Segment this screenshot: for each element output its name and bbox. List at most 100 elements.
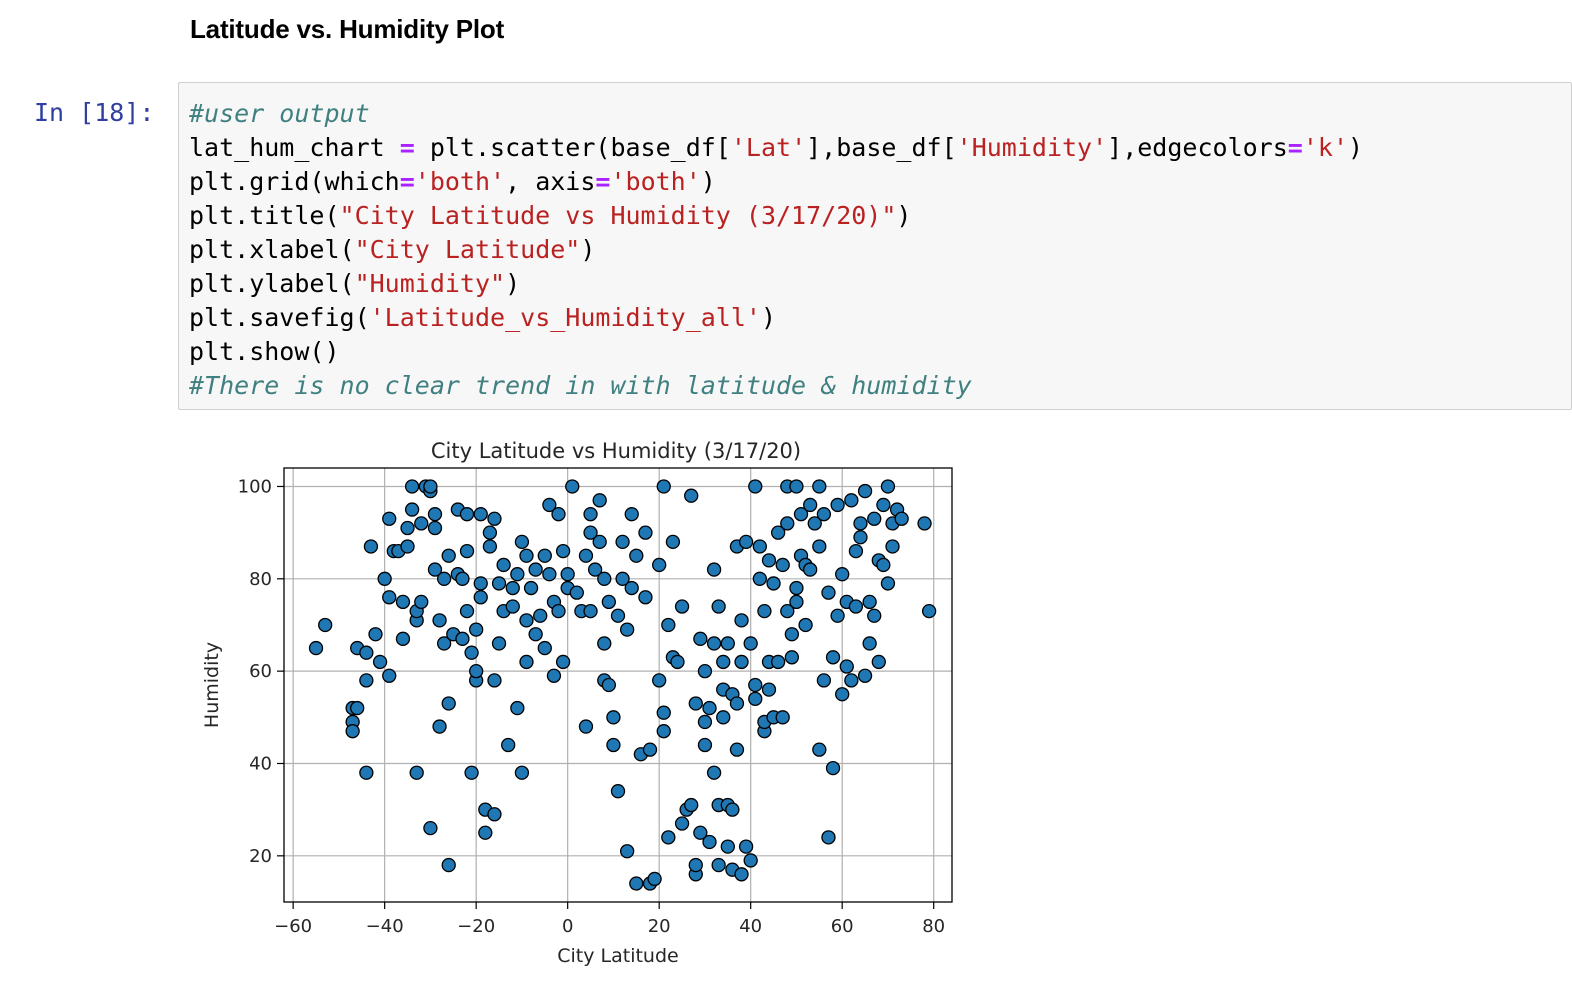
scatter-point [743,636,758,651]
scatter-point [592,534,607,550]
code-cell[interactable]: #user output lat_hum_chart = plt.scatter(… [178,82,1572,410]
scatter-point [455,571,470,586]
scatter-point [427,507,443,522]
code-token: "City Latitude vs Humidity (3/17/20)" [339,201,897,230]
scatter-point [432,719,447,734]
code-token: plt.grid(which [189,167,400,196]
scatter-point [812,539,827,554]
scatter-point [857,668,873,683]
scatter-point [738,534,754,550]
scatter-point [661,617,676,633]
scatter-point [359,765,374,780]
code-token: ) [700,167,716,196]
scatter-point [835,567,850,582]
scatter-point [752,539,767,554]
code-token: #user output [189,99,370,128]
scatter-point [578,719,594,734]
scatter-point [587,562,603,577]
scatter-point [624,507,639,522]
code-token: ) [760,303,777,332]
code-token: ) [580,235,596,264]
scatter-point [716,710,731,725]
y-tick-label: 40 [249,753,272,774]
scatter-point [748,677,763,693]
scatter-point [368,627,383,642]
scatter-point [601,594,616,610]
code-token: plt.ylabel( [189,269,355,298]
scatter-point [789,479,804,494]
scatter-point [505,599,520,614]
code-token: plt.scatter(base_df[ [414,133,731,162]
scatter-point [542,497,557,513]
scatter-point [523,580,539,596]
scatter-point [766,576,781,591]
code-token: 'Humidity' [956,133,1108,162]
scatter-point [702,700,717,716]
scatter-point [670,654,685,670]
scatter-point [743,853,758,868]
scatter-point [359,645,374,660]
code-token: = [1287,133,1303,162]
scatter-point [482,539,498,554]
code-line: #user output [189,97,1363,131]
code-editor[interactable]: #user output lat_hum_chart = plt.scatter(… [189,97,1363,403]
code-token: plt.show() [189,337,340,366]
scatter-point [487,807,502,822]
scatter-point [656,724,671,739]
x-tick-label: 60 [831,916,854,937]
scatter-point [610,608,626,623]
scatter-point [784,650,800,665]
scatter-point [693,825,708,840]
code-token: 'k' [1302,133,1348,162]
scatter-point [738,839,754,854]
scatter-point [409,765,424,780]
scatter-point [436,571,452,586]
scatter-point [537,548,552,563]
scatter-point [789,580,804,596]
scatter-point [491,636,507,651]
scatter-point [436,636,452,651]
scatter-point [359,673,374,688]
scatter-point [583,507,598,522]
code-token: plt.title( [189,201,340,230]
scatter-point [661,830,676,845]
scatter-point [423,820,438,836]
y-tick-label: 100 [238,476,272,497]
x-tick-label: 0 [562,916,573,937]
scatter-point [830,608,845,623]
x-tick-label: 40 [739,916,762,937]
scatter-point [729,742,745,757]
scatter-point [885,539,900,554]
scatter-point [592,493,607,508]
scatter-point [629,548,644,563]
scatter-point [624,580,639,596]
scatter-point [555,654,571,670]
scatter-point [533,608,548,623]
scatter-point [482,525,498,540]
scatter-point [784,627,800,642]
scatter-point [382,511,397,526]
code-token: = [399,133,415,162]
scatter-point [382,590,397,605]
scatter-point [464,645,479,660]
scatter-point [871,654,886,670]
scatter-point [697,714,713,730]
scatter-point [308,640,324,656]
scatter-point [807,516,822,531]
cell-output: City Latitude vs Humidity (3/17/20) −60 −… [190,428,990,988]
code-line: plt.show() [189,335,1363,369]
scatter-point [404,502,420,517]
y-tick-label: 20 [249,846,272,867]
scatter-point [615,534,630,550]
code-line: #There is no clear trend in with latitud… [189,369,1363,403]
scatter-point [876,497,891,513]
scatter-point [501,737,516,753]
scatter-point [748,479,763,494]
scatter-point [555,543,571,559]
scatter-point [615,571,630,586]
scatter-point [853,516,868,531]
scatter-point [345,724,360,739]
scatter-point [734,867,749,882]
scatter-point [688,696,703,711]
scatter-point [610,784,626,799]
